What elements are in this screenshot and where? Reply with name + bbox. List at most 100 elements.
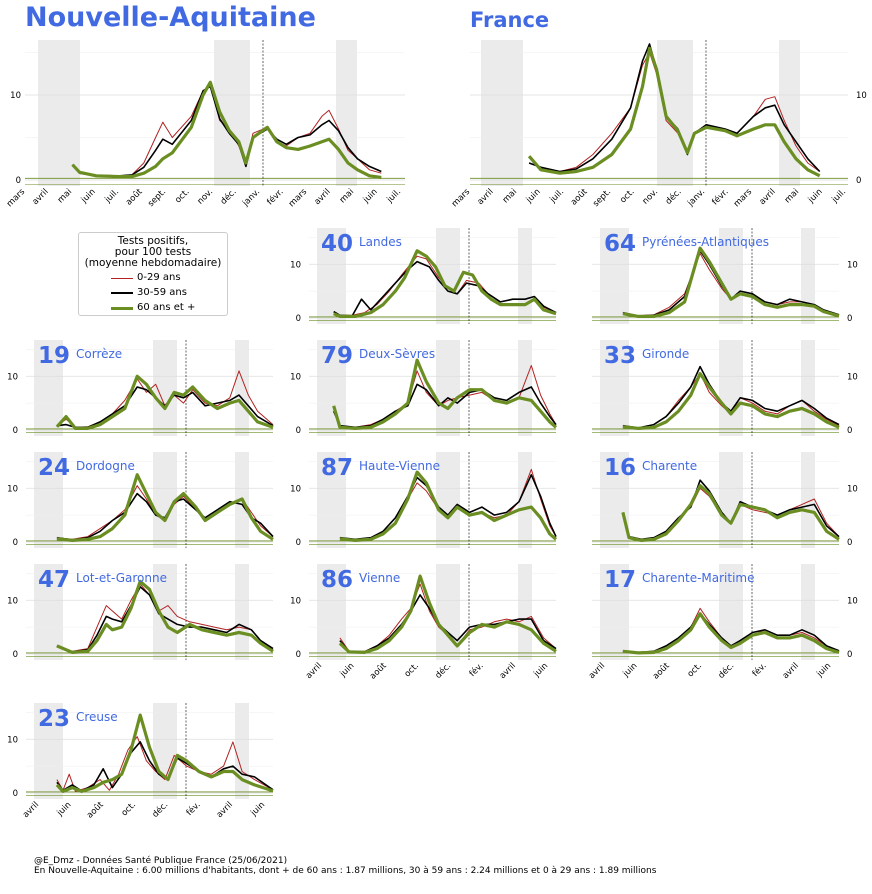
department-number: 16 [604, 455, 636, 481]
x-tick-label: juin [248, 800, 267, 819]
shaded-period [317, 340, 346, 436]
x-tick-label: juil. [830, 187, 849, 206]
x-tick-label: oct. [173, 187, 191, 205]
shaded-period [600, 564, 629, 660]
y-tick-label: 0 [13, 538, 18, 548]
x-tick-label: oct. [686, 661, 704, 679]
x-tick-label: oct. [403, 661, 421, 679]
shaded-period [481, 40, 523, 186]
y-tick-label: 0 [847, 314, 852, 324]
x-tick-label: mai [501, 187, 519, 205]
x-tick-label: août [569, 187, 590, 208]
x-tick-label: déc. [663, 186, 684, 207]
y-tick-label: 10 [847, 484, 858, 494]
series-line [622, 372, 840, 430]
x-tick-label: juin [531, 661, 550, 680]
y-tick-label: 0 [856, 176, 861, 186]
shaded-period [436, 452, 460, 548]
x-tick-label: juil. [385, 187, 404, 206]
department-name: Lot-et-Garonne [76, 571, 167, 585]
x-tick-label: fév. [184, 799, 203, 818]
shaded-period [34, 564, 63, 660]
shaded-period [317, 452, 346, 548]
x-tick-label: mai [783, 187, 801, 205]
shaded-period [518, 564, 532, 660]
department-name: Charente [642, 459, 697, 473]
x-tick-label: avril [215, 800, 235, 820]
series-line [622, 612, 840, 655]
y-tick-label: 0 [847, 426, 852, 436]
shaded-period [518, 340, 532, 436]
department-number: 19 [38, 343, 70, 369]
x-tick-label: mars [732, 187, 755, 210]
x-tick-label: juin [814, 661, 833, 680]
x-tick-label: juin [524, 187, 543, 206]
department-number: 33 [604, 343, 636, 369]
y-tick-label: 0 [13, 650, 18, 660]
shaded-period [235, 564, 249, 660]
series-line [55, 713, 274, 793]
x-tick-label: janv. [685, 187, 707, 209]
legend-swatch [111, 278, 133, 279]
panel-86: 0 10 avril juin août oct. déc. fév. avril juin 86 V… [290, 564, 557, 682]
x-tick-label: juil. [103, 187, 122, 206]
department-number: 87 [321, 455, 353, 481]
x-tick-label: juin [806, 187, 825, 206]
x-tick-label: août [124, 187, 145, 208]
footer: @E_Dmz - Données Santé Publique France (… [34, 856, 656, 876]
x-tick-label: avril [30, 187, 50, 207]
department-name: Vienne [359, 571, 400, 585]
x-tick-label: août [85, 800, 106, 821]
x-tick-label: sept. [146, 187, 168, 209]
x-tick-label: juin [79, 187, 98, 206]
y-tick-label: 10 [847, 596, 858, 606]
x-tick-label: mars [287, 187, 310, 210]
x-tick-label: déc. [150, 799, 171, 820]
department-name: Corrèze [76, 347, 122, 361]
series-line [622, 365, 840, 429]
series-line [56, 736, 274, 792]
legend: Tests positifs, pour 100 tests (moyenne … [78, 232, 228, 316]
series-line [622, 246, 840, 318]
shaded-period [34, 340, 63, 436]
series-line [339, 470, 558, 542]
shaded-period [518, 228, 532, 324]
x-tick-label: juil. [548, 187, 567, 206]
panel-16: 0 10 16 Charente [592, 452, 858, 548]
panel-33: 0 10 33 Gironde [592, 340, 858, 436]
series-line [332, 383, 557, 429]
shaded-period [38, 40, 80, 186]
series-line [71, 80, 382, 179]
legend-label: 60 ans et + [137, 302, 196, 313]
x-tick-label: mai [338, 187, 356, 205]
x-tick-label: avril [475, 187, 495, 207]
department-name: Deux-Sèvres [359, 347, 435, 361]
series-line [339, 474, 557, 541]
x-tick-label: avril [757, 187, 777, 207]
x-tick-label: nov. [641, 187, 661, 207]
x-tick-label: avril [498, 661, 518, 681]
panel-23: 0 10 avril juin août oct. déc. fév. avril juin 23 C… [7, 703, 274, 821]
x-tick-label: déc. [218, 186, 239, 207]
x-tick-label: août [651, 661, 672, 682]
shaded-period [719, 340, 743, 436]
department-number: 40 [321, 231, 353, 257]
department-number: 17 [604, 567, 636, 593]
y-tick-label: 10 [290, 596, 301, 606]
shaded-period [801, 452, 815, 548]
shaded-period [600, 452, 629, 548]
series-line [55, 374, 274, 430]
panel-87: 0 10 87 Haute-Vienne [290, 452, 558, 548]
series-line [333, 249, 557, 318]
x-tick-label: oct. [120, 800, 138, 818]
x-tick-label: avril [587, 661, 607, 681]
x-tick-label: févr. [265, 186, 286, 207]
shaded-period [779, 40, 800, 186]
shaded-period [235, 703, 249, 799]
y-tick-label: 10 [290, 260, 301, 270]
y-tick-label: 10 [7, 484, 18, 494]
